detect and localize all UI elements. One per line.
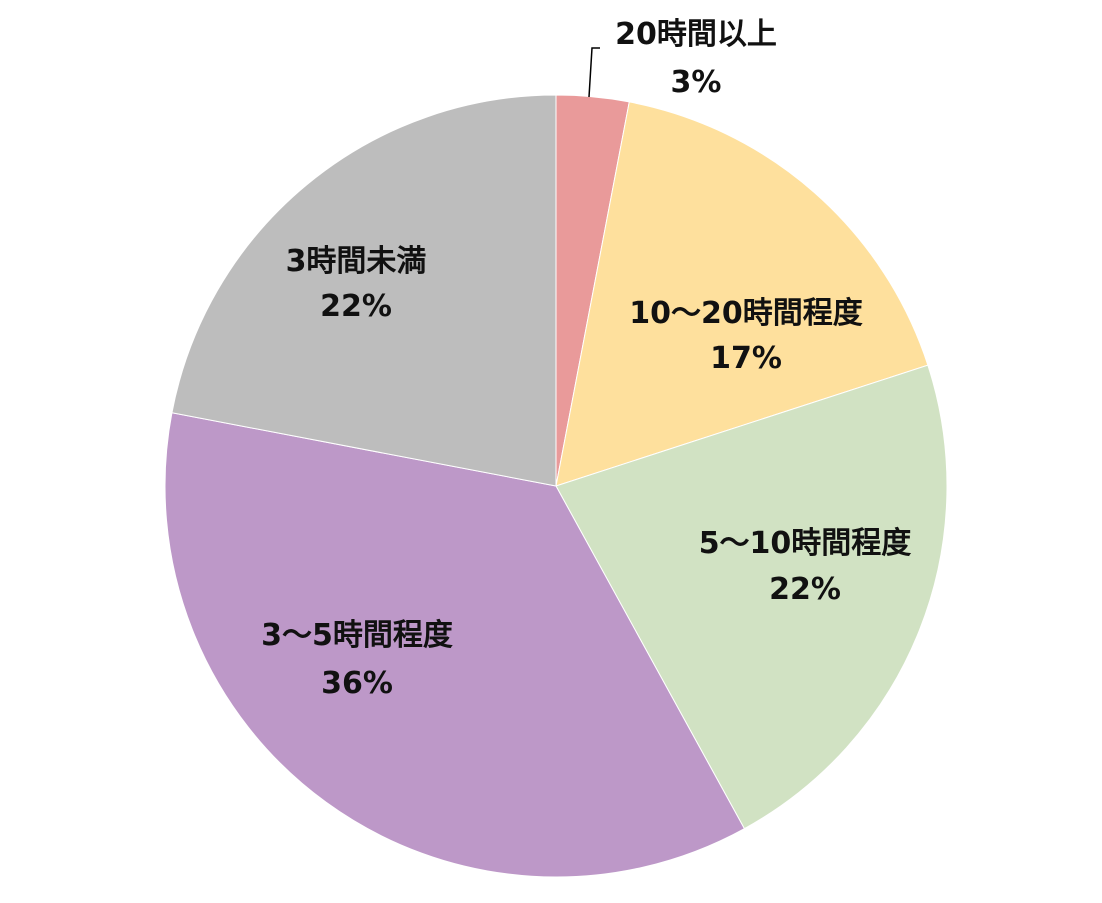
slice-under-3h [171,94,557,487]
label-5-10h: 5～10時間程度 [699,526,912,561]
slice-3-5h [164,412,746,878]
pct-3-5h: 36% [321,666,393,701]
label-under-3h: 3時間未満 [286,244,427,279]
slice-labels: 20時間以上 3% 10～20時間程度 17% 5～10時間程度 22% 3～5… [261,17,911,701]
slice-10-20h [555,101,929,487]
pct-5-10h: 22% [769,572,841,607]
label-20h-plus: 20時間以上 [615,17,777,52]
label-3-5h: 3～5時間程度 [261,618,453,653]
pct-under-3h: 22% [320,289,392,324]
pct-20h-plus: 3% [671,65,722,100]
leader-line-20h [588,47,600,98]
pct-10-20h: 17% [710,341,782,376]
pie-slices [164,94,948,878]
slice-5-10h [555,364,948,830]
label-10-20h: 10～20時間程度 [629,296,863,331]
